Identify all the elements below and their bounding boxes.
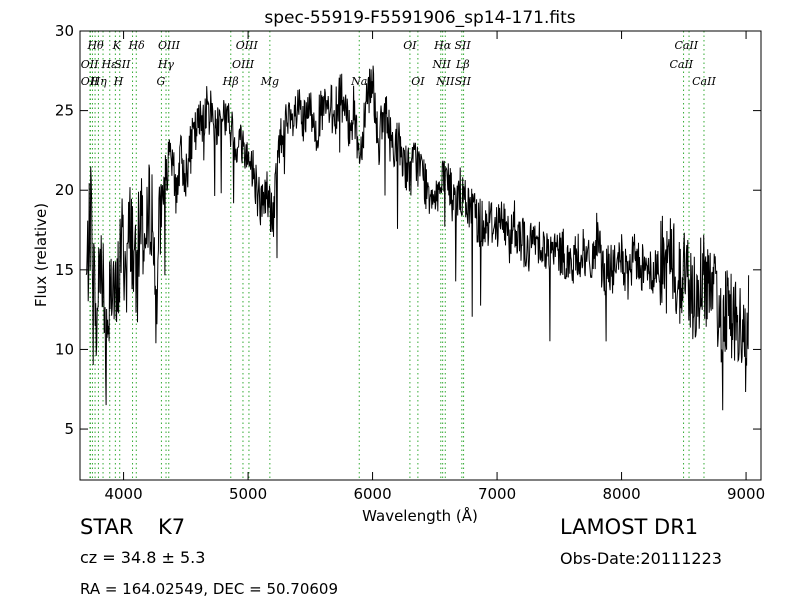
- y-axis-label: Flux (relative): [32, 203, 50, 307]
- spectral-line-label-14: NII: [432, 58, 452, 71]
- survey-name: LAMOST DR1: [560, 515, 699, 539]
- object-subclass: K7: [158, 515, 186, 539]
- spectral-line-label-12: Hγ: [157, 58, 175, 71]
- spectral-line-label-5: OI: [403, 39, 417, 52]
- spectral-line-label-9: OII: [81, 58, 99, 71]
- x-tick-label-3: 7000: [478, 485, 516, 503]
- x-tick-label-1: 5000: [229, 485, 267, 503]
- y-tick-label-5: 30: [55, 22, 74, 40]
- spectral-line-label-0: Hθ: [86, 39, 104, 52]
- spectral-line-label-7: SII: [454, 39, 471, 52]
- spectral-line-label-25: NII: [435, 75, 455, 88]
- x-tick-label-2: 6000: [353, 485, 391, 503]
- spectral-line-label-1: K: [112, 39, 122, 52]
- x-axis-label: Wavelength (Å): [362, 506, 478, 525]
- observation-date: Obs-Date:20111223: [560, 549, 722, 568]
- spectral-line-label-19: H: [113, 75, 124, 88]
- spectral-line-label-13: OIII: [232, 58, 255, 71]
- spectral-line-label-17: OII: [81, 75, 99, 88]
- y-tick-label-4: 25: [55, 102, 74, 120]
- spectral-line-label-10: Hε: [101, 58, 118, 71]
- spectrum-line: [85, 65, 750, 411]
- spectral-feature-lines: [89, 31, 705, 480]
- spectrum-line-group: [85, 65, 750, 411]
- spectral-line-label-4: OIII: [236, 39, 259, 52]
- y-tick-label-0: 5: [64, 420, 74, 438]
- spectral-line-label-21: Hβ: [222, 75, 239, 88]
- spectral-line-label-16: CaII: [669, 58, 693, 71]
- x-tick-label-0: 4000: [104, 485, 142, 503]
- spectral-line-label-18: Hη: [90, 75, 108, 88]
- y-tick-label-1: 10: [55, 340, 74, 358]
- x-tick-label-4: 8000: [602, 485, 640, 503]
- spectral-line-label-6: Hα: [433, 39, 452, 52]
- spectral-line-label-3: OIII: [158, 39, 181, 52]
- x-tick-label-5: 9000: [727, 485, 765, 503]
- y-tick-label-3: 20: [55, 181, 74, 199]
- spectral-line-label-15: Lβ: [455, 58, 470, 71]
- object-class: STAR: [80, 515, 134, 539]
- y-axis-ticks: 5 10 15 20 25 30: [55, 22, 761, 438]
- spectral-line-label-2: Hδ: [128, 39, 146, 52]
- spectral-line-label-26: SII: [455, 75, 472, 88]
- spectral-line-label-11: SII: [114, 58, 131, 71]
- redshift-cz: cz = 34.8 ± 5.3: [80, 548, 206, 567]
- spectral-line-label-24: OI: [411, 75, 425, 88]
- spectral-line-label-27: CaII: [692, 75, 716, 88]
- y-tick-label-2: 15: [55, 261, 74, 279]
- spectral-line-label-22: Mg: [260, 75, 279, 88]
- spectral-line-label-20: G: [157, 75, 166, 88]
- plot-frame: [79, 30, 762, 481]
- spectral-line-label-8: CaII: [674, 39, 698, 52]
- coordinates: RA = 164.02549, DEC = 50.70609: [80, 580, 339, 598]
- spectral-line-label-23: Na: [350, 75, 367, 88]
- x-axis-ticks: 4000 5000 6000 7000 8000 9000: [104, 31, 765, 503]
- chart-title: spec-55919-F5591906_sp14-171.fits: [264, 8, 575, 28]
